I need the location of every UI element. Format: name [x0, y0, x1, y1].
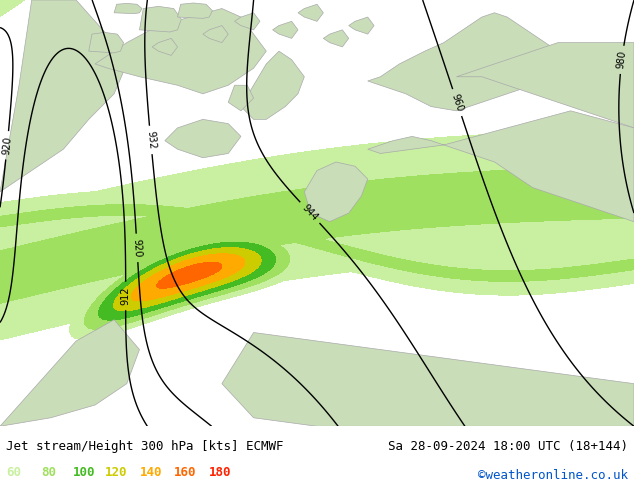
Polygon shape	[368, 111, 634, 221]
Polygon shape	[298, 4, 323, 21]
Text: 960: 960	[450, 92, 465, 113]
Polygon shape	[203, 25, 228, 43]
Polygon shape	[323, 30, 349, 47]
Text: 932: 932	[145, 130, 157, 149]
Polygon shape	[241, 51, 304, 120]
Text: 920: 920	[131, 238, 143, 257]
Text: 980: 980	[616, 50, 628, 70]
Text: 160: 160	[174, 466, 197, 479]
Polygon shape	[95, 8, 266, 94]
Text: 912: 912	[120, 287, 131, 305]
Polygon shape	[89, 32, 124, 53]
Text: Jet stream/Height 300 hPa [kts] ECMWF: Jet stream/Height 300 hPa [kts] ECMWF	[6, 441, 284, 453]
Polygon shape	[139, 6, 181, 32]
Text: 140: 140	[139, 466, 162, 479]
Polygon shape	[0, 0, 127, 192]
Polygon shape	[368, 13, 571, 111]
Polygon shape	[0, 319, 139, 426]
Text: 920: 920	[1, 136, 13, 155]
Polygon shape	[273, 21, 298, 38]
Text: 944: 944	[300, 202, 320, 223]
Polygon shape	[349, 17, 374, 34]
Text: Sa 28-09-2024 18:00 UTC (18+144): Sa 28-09-2024 18:00 UTC (18+144)	[387, 441, 628, 453]
Text: 180: 180	[209, 466, 231, 479]
Text: 120: 120	[105, 466, 127, 479]
Polygon shape	[114, 3, 142, 14]
Text: ©weatheronline.co.uk: ©weatheronline.co.uk	[477, 469, 628, 482]
Polygon shape	[456, 43, 634, 128]
Polygon shape	[228, 85, 254, 111]
Text: 80: 80	[41, 466, 56, 479]
Polygon shape	[304, 162, 368, 221]
Text: 100: 100	[73, 466, 95, 479]
Polygon shape	[222, 333, 634, 426]
Polygon shape	[152, 38, 178, 55]
Polygon shape	[165, 120, 241, 158]
Text: 60: 60	[6, 466, 22, 479]
Polygon shape	[235, 13, 260, 30]
Polygon shape	[178, 3, 212, 18]
